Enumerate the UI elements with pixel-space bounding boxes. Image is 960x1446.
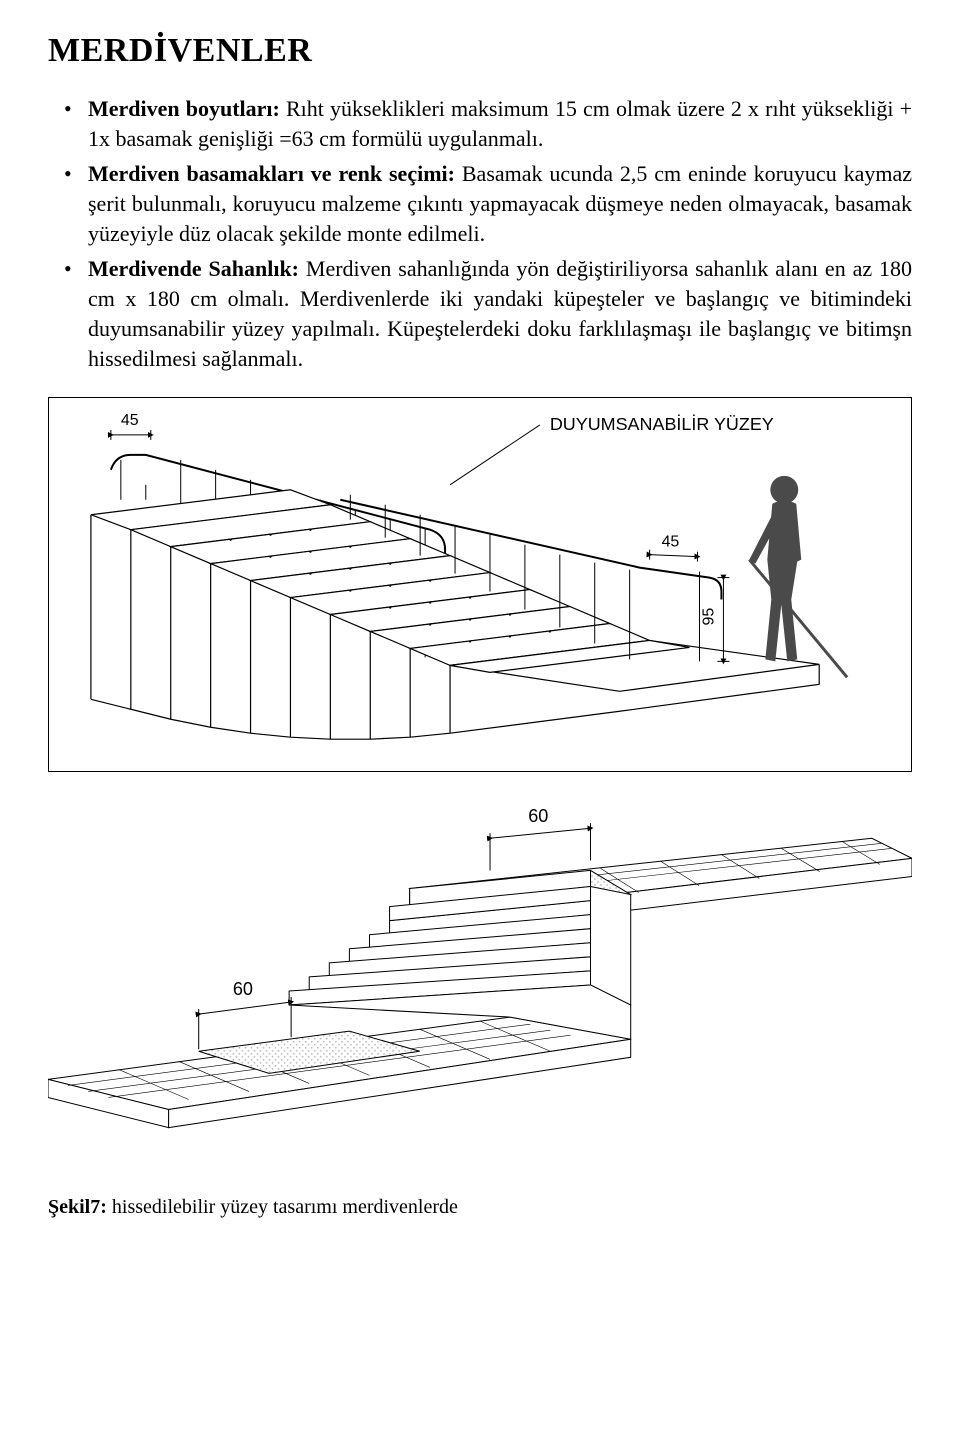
figure-caption: Şekil7: hissedilebilir yüzey tasarımı me… — [48, 1196, 912, 1219]
svg-text:60: 60 — [528, 807, 548, 827]
svg-text:95: 95 — [700, 608, 717, 626]
label-duyumsanabilir: DUYUMSANABİLİR YÜZEY — [550, 414, 774, 434]
caption-label: Şekil7: — [48, 1196, 107, 1218]
stair-diagram-svg: DUYUMSANABİLİR YÜZEY 45 — [51, 400, 909, 769]
figure-stair-tactile: 60 — [48, 778, 912, 1180]
figure-stair-handrail: DUYUMSANABİLİR YÜZEY 45 — [48, 397, 912, 772]
list-item: Merdivende Sahanlık: Merdiven sahanlığın… — [88, 254, 912, 373]
bullet-list: Merdiven boyutları: Rıht yükseklikleri m… — [48, 94, 912, 373]
bullet-lead: Merdiven boyutları: — [88, 96, 280, 121]
caption-text: hissedilebilir yüzey tasarımı merdivenle… — [107, 1196, 458, 1218]
tactile-diagram-svg: 60 — [48, 778, 912, 1180]
list-item: Merdiven boyutları: Rıht yükseklikleri m… — [88, 94, 912, 153]
svg-text:60: 60 — [233, 979, 253, 999]
page-title: MERDİVENLER — [48, 32, 912, 70]
list-item: Merdiven basamakları ve renk seçimi: Bas… — [88, 159, 912, 248]
svg-text:45: 45 — [662, 534, 680, 551]
bullet-lead: Merdiven basamakları ve renk seçimi: — [88, 161, 455, 186]
svg-text:45: 45 — [121, 412, 139, 429]
bullet-lead: Merdivende Sahanlık: — [88, 256, 299, 281]
